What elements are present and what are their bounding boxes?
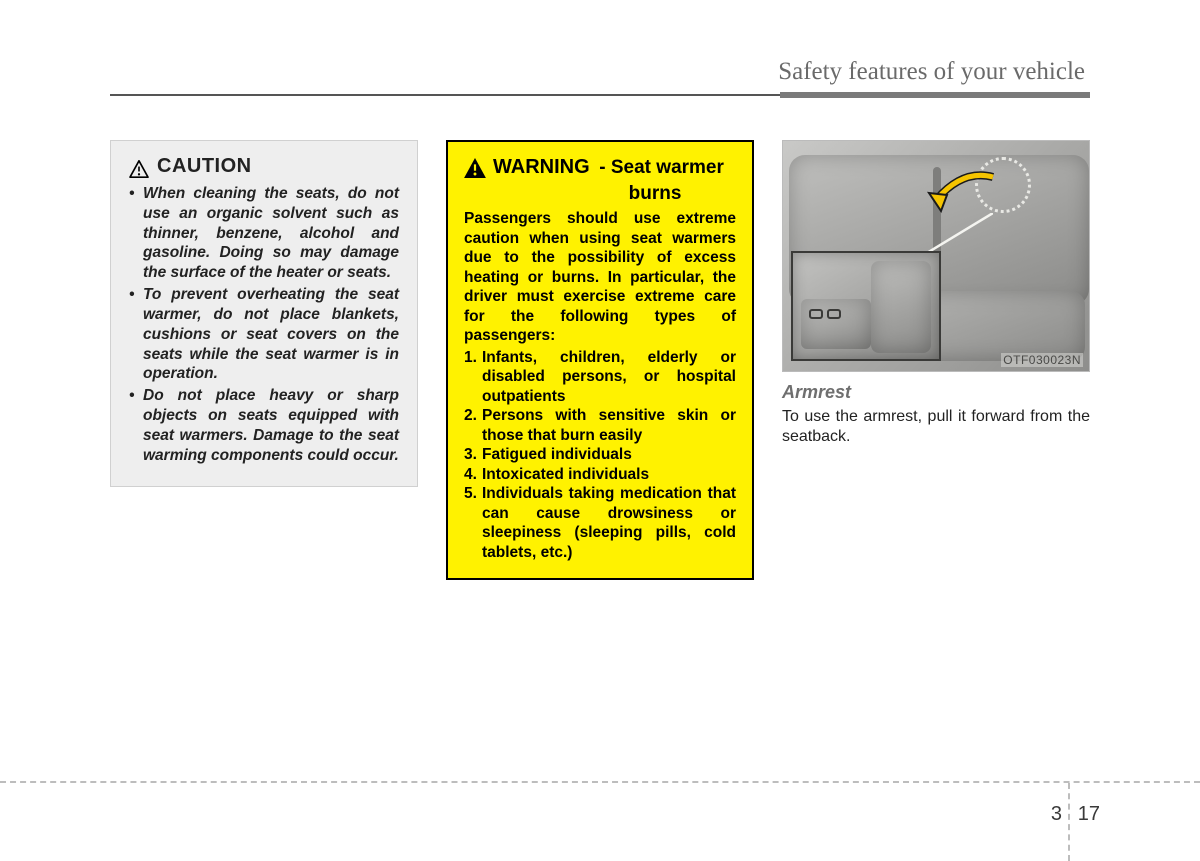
column-warning: WARNING - Seat warmer burns Passengers s… (446, 140, 754, 580)
cupholder-icon (809, 309, 823, 319)
chapter-number: 3 (1051, 803, 1062, 826)
warning-title-line: WARNING - Seat warmer (493, 156, 724, 179)
figure-code: OTF030023N (1001, 353, 1083, 367)
caution-title-row: CAUTION (129, 155, 399, 178)
warning-item: Persons with sensitive skin or those tha… (464, 406, 736, 445)
warning-box: WARNING - Seat warmer burns Passengers s… (446, 140, 754, 580)
caution-item: Do not place heavy or sharp objects on s… (129, 386, 399, 465)
warning-subtitle-1: - Seat warmer (594, 157, 724, 178)
warning-body: Passengers should use extreme caution wh… (464, 209, 736, 346)
cupholder-icon (827, 309, 841, 319)
section-title: Safety features of your vehicle (778, 58, 1085, 86)
caution-item: When cleaning the seats, do not use an o… (129, 184, 399, 283)
content-columns: CAUTION When cleaning the seats, do not … (110, 140, 1090, 580)
armrest-figure: OTF030023N (782, 140, 1090, 372)
footer-crop-marks: 3 17 (0, 781, 1200, 861)
caution-item: To prevent overheating the seat warmer, … (129, 285, 399, 384)
warning-subtitle-2: burns (464, 183, 736, 205)
armrest-inset (791, 251, 941, 361)
warning-title-row: WARNING - Seat warmer (464, 156, 736, 179)
armrest-heading: Armrest (782, 382, 1090, 403)
footer-vertical-crop (1068, 783, 1070, 861)
warning-item: Infants, children, elderly or disabled p… (464, 348, 736, 407)
alert-triangle-solid-icon (464, 158, 486, 178)
warning-list: Infants, children, elderly or disabled p… (464, 348, 736, 563)
armrest-text: To use the armrest, pull it forward from… (782, 407, 1090, 448)
column-caution: CAUTION When cleaning the seats, do not … (110, 140, 418, 580)
page-number: 17 (1078, 803, 1100, 826)
inset-armrest-shape (801, 299, 871, 349)
alert-triangle-outline-icon (129, 160, 149, 178)
caution-list: When cleaning the seats, do not use an o… (129, 184, 399, 466)
warning-title: WARNING (493, 156, 590, 178)
warning-item: Fatigued individuals (464, 445, 736, 465)
manual-page: Safety features of your vehicle CAUTION … (0, 0, 1200, 861)
warning-item: Intoxicated individuals (464, 465, 736, 485)
caution-title: CAUTION (157, 155, 252, 178)
header-rule-accent (780, 92, 1090, 98)
caution-box: CAUTION When cleaning the seats, do not … (110, 140, 418, 487)
inset-seatback-shape (871, 261, 931, 353)
column-armrest: OTF030023N Armrest To use the armrest, p… (782, 140, 1090, 580)
warning-item: Individuals taking medication that can c… (464, 484, 736, 562)
page-header: Safety features of your vehicle (0, 58, 1200, 98)
